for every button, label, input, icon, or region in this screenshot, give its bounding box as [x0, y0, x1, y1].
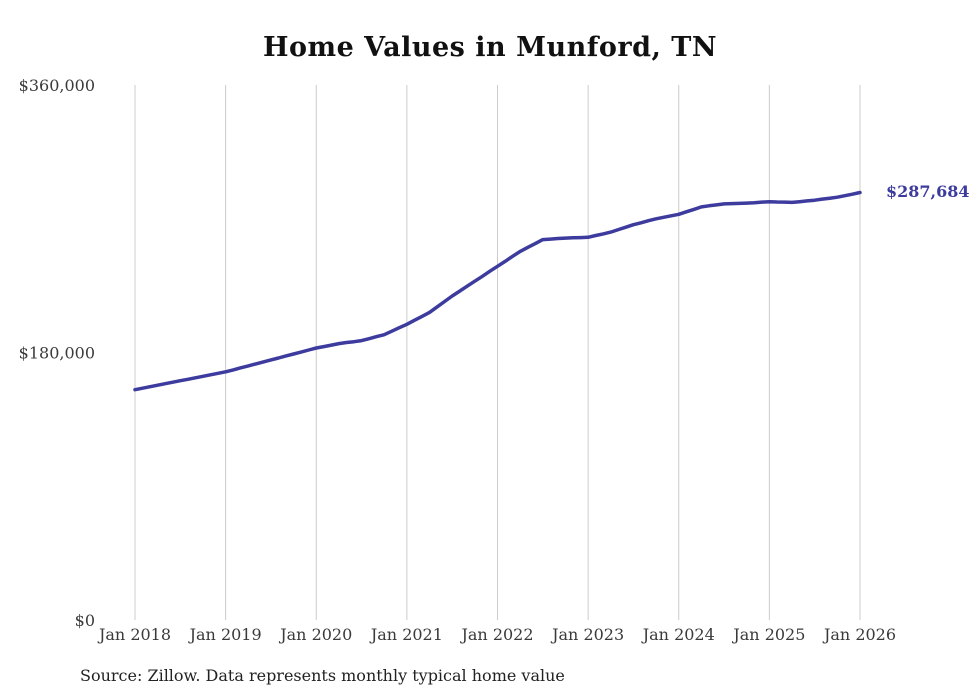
x-axis-tick-label: Jan 2024 [641, 625, 715, 644]
source-note: Source: Zillow. Data represents monthly … [80, 666, 565, 685]
y-axis-tick-label: $0 [75, 611, 95, 630]
x-axis-tick-label: Jan 2026 [822, 625, 896, 644]
chart-title: Home Values in Munford, TN [262, 32, 718, 63]
x-axis-tick-label: Jan 2025 [731, 625, 805, 644]
current-value-label: $287,684 [886, 182, 970, 202]
x-axis-tick-label: Jan 2018 [97, 625, 171, 644]
y-axis-tick-label: $180,000 [19, 344, 95, 363]
x-axis-tick-label: Jan 2019 [188, 625, 262, 644]
x-axis-tick-label: Jan 2021 [369, 625, 443, 644]
y-axis-tick-label: $360,000 [19, 76, 95, 95]
x-axis-tick-label: Jan 2023 [550, 625, 624, 644]
home-value-line [133, 190, 862, 392]
x-axis-tick-label: Jan 2020 [278, 625, 352, 644]
x-axis-tick-label: Jan 2022 [459, 625, 533, 644]
